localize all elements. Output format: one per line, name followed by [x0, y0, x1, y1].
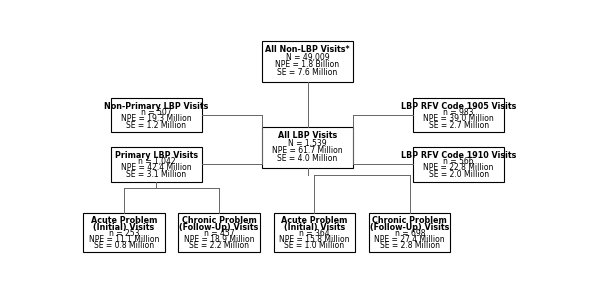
Text: N = 49,009: N = 49,009: [286, 53, 329, 62]
FancyBboxPatch shape: [83, 213, 164, 252]
Text: n = 507: n = 507: [141, 108, 172, 117]
Text: All Non-LBP Visits*: All Non-LBP Visits*: [265, 46, 350, 55]
Text: SE = 2.7 Million: SE = 2.7 Million: [428, 121, 488, 130]
Text: n = 698: n = 698: [395, 229, 425, 238]
Text: NPE = 18.9 Million: NPE = 18.9 Million: [184, 235, 254, 244]
Text: Non-Primary LBP Visits: Non-Primary LBP Visits: [104, 102, 209, 111]
Text: (Follow-Up) Visits: (Follow-Up) Visits: [370, 222, 449, 231]
Text: NPE = 61.7 Million: NPE = 61.7 Million: [272, 146, 343, 155]
Text: NPE = 42.4 Million: NPE = 42.4 Million: [121, 163, 191, 172]
Text: SE = 1.2 Million: SE = 1.2 Million: [127, 121, 187, 130]
Text: (Follow-Up) Visits: (Follow-Up) Visits: [179, 222, 259, 231]
FancyBboxPatch shape: [178, 213, 260, 252]
Text: n = 253: n = 253: [109, 229, 139, 238]
Text: NPE = 15.8 Million: NPE = 15.8 Million: [279, 235, 350, 244]
FancyBboxPatch shape: [369, 213, 451, 252]
Text: SE = 4.0 Million: SE = 4.0 Million: [277, 154, 338, 163]
Text: n = 1,042: n = 1,042: [137, 157, 175, 166]
Text: SE = 1.0 Million: SE = 1.0 Million: [284, 240, 344, 249]
Text: All LBP Visits: All LBP Visits: [278, 131, 337, 140]
Text: NPE = 39.0 Million: NPE = 39.0 Million: [423, 114, 494, 123]
Text: NPE = 22.8 Million: NPE = 22.8 Million: [424, 163, 494, 172]
Text: SE = 7.6 Million: SE = 7.6 Million: [277, 68, 338, 77]
Text: N = 1,539: N = 1,539: [288, 139, 327, 148]
Text: SE = 2.2 Million: SE = 2.2 Million: [189, 240, 249, 249]
Text: SE = 3.1 Million: SE = 3.1 Million: [127, 170, 187, 179]
Text: SE = 2.0 Million: SE = 2.0 Million: [428, 170, 488, 179]
Text: n = 983: n = 983: [443, 108, 474, 117]
Text: NPE = 19.3 Million: NPE = 19.3 Million: [121, 114, 191, 123]
Text: Chronic Problem: Chronic Problem: [373, 217, 447, 226]
Text: (Initial) Visits: (Initial) Visits: [93, 222, 154, 231]
Text: Primary LBP Visits: Primary LBP Visits: [115, 151, 198, 160]
Text: SE = 2.8 Million: SE = 2.8 Million: [380, 240, 440, 249]
Text: LBP RFV Code 1905 Visits: LBP RFV Code 1905 Visits: [401, 102, 517, 111]
FancyBboxPatch shape: [413, 147, 504, 182]
Text: n = 364: n = 364: [299, 229, 330, 238]
FancyBboxPatch shape: [274, 213, 355, 252]
Text: NPE = 27.4 Million: NPE = 27.4 Million: [374, 235, 445, 244]
Text: LBP RFV Code 1910 Visits: LBP RFV Code 1910 Visits: [401, 151, 517, 160]
Text: n = 457: n = 457: [204, 229, 235, 238]
FancyBboxPatch shape: [413, 98, 504, 133]
Text: Chronic Problem: Chronic Problem: [182, 217, 257, 226]
FancyBboxPatch shape: [262, 41, 353, 82]
Text: NPE = 11.1 Million: NPE = 11.1 Million: [89, 235, 159, 244]
FancyBboxPatch shape: [262, 127, 353, 168]
FancyBboxPatch shape: [111, 98, 202, 133]
Text: (Initial) Visits: (Initial) Visits: [284, 222, 345, 231]
Text: Acute Problem: Acute Problem: [281, 217, 347, 226]
Text: Acute Problem: Acute Problem: [91, 217, 157, 226]
Text: n = 566: n = 566: [443, 157, 474, 166]
FancyBboxPatch shape: [111, 147, 202, 182]
Text: SE = 0.8 Million: SE = 0.8 Million: [94, 240, 154, 249]
Text: NPE = 1.8 Billion: NPE = 1.8 Billion: [275, 61, 340, 70]
